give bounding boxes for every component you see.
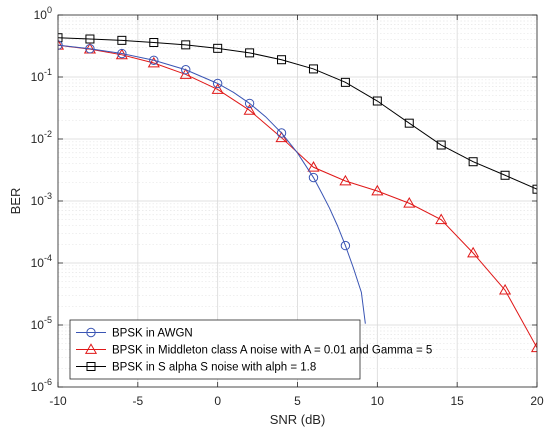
data-point [147, 56, 160, 68]
data-point [468, 157, 478, 167]
data-point [340, 240, 351, 251]
y-tick-exponent: -3 [44, 191, 52, 201]
y-tick-exponent: -2 [44, 129, 52, 139]
y-tick-label: 10-5 [31, 315, 52, 332]
data-point [117, 35, 127, 45]
data-point [212, 78, 223, 89]
data-point [244, 98, 255, 109]
data-point [371, 184, 384, 196]
data-point [435, 213, 448, 225]
data-point [339, 174, 352, 186]
data-point [308, 64, 318, 74]
data-point [58, 40, 63, 50]
data-point [58, 39, 65, 50]
x-tick-label: -5 [132, 394, 143, 408]
data-point [211, 83, 224, 94]
data-point [404, 118, 414, 128]
legend-marker [86, 362, 96, 371]
x-tick-label: 5 [294, 394, 301, 408]
data-point [340, 77, 350, 87]
x-tick-label: -10 [49, 394, 67, 408]
data-point [58, 33, 63, 43]
y-tick-exponent: -4 [44, 253, 52, 263]
data-point [149, 55, 159, 65]
legend-item: BPSK in Middleton class A noise with A =… [76, 343, 432, 357]
x-axis-label: SNR (dB) [270, 412, 326, 427]
x-tick-label: 0 [214, 394, 221, 408]
legend-label: BPSK in S alpha S noise with alph = 1.8 [112, 362, 316, 374]
data-point [181, 40, 191, 50]
y-tick-exponent: -6 [44, 377, 52, 387]
x-tick-label: 20 [530, 394, 544, 408]
y-tick-label: 10-1 [31, 67, 52, 84]
data-point [499, 283, 512, 295]
data-point [85, 44, 95, 54]
series-line [58, 44, 366, 324]
y-tick-base: 10 [34, 8, 48, 22]
y-tick-base: 10 [31, 256, 45, 270]
legend-item: BPSK in S alpha S noise with alph = 1.8 [76, 362, 316, 374]
y-tick-exponent: 0 [47, 5, 52, 15]
legend-item: BPSK in AWGN [76, 328, 193, 340]
data-point [117, 48, 127, 59]
legend-marker [84, 343, 98, 354]
data-point [181, 65, 191, 75]
y-tick-exponent: -1 [44, 67, 52, 77]
x-tick-label: 10 [371, 394, 385, 408]
data-point [530, 341, 537, 353]
data-point [372, 96, 382, 106]
y-tick-label: 10-2 [31, 129, 52, 146]
y-tick-label: 10-6 [31, 377, 52, 394]
legend-marker [86, 327, 96, 338]
data-point [149, 38, 159, 48]
y-tick-exponent: -5 [44, 315, 52, 325]
data-point [276, 128, 287, 138]
y-tick-label: 10-4 [31, 253, 52, 270]
data-point [467, 246, 480, 258]
y-axis-label: BER [8, 188, 23, 215]
data-point [436, 140, 446, 150]
series-2 [58, 33, 537, 194]
y-tick-label: 100 [34, 5, 52, 22]
data-point [532, 184, 537, 194]
data-point [403, 197, 416, 208]
series-0 [58, 40, 366, 324]
data-point [308, 172, 319, 183]
data-point [277, 55, 287, 65]
y-tick-base: 10 [31, 70, 45, 84]
y-tick-base: 10 [31, 318, 45, 332]
data-point [245, 48, 255, 58]
legend: BPSK in AWGN BPSK in Middleton class A no… [69, 319, 432, 380]
data-point [243, 104, 256, 115]
data-point [179, 68, 192, 79]
data-point [307, 161, 320, 172]
legend-label: BPSK in Middleton class A noise with A =… [112, 345, 432, 357]
series-line [58, 37, 537, 190]
series-layer [58, 33, 537, 353]
y-tick-base: 10 [31, 132, 45, 146]
data-point [500, 170, 510, 180]
legend-label: BPSK in AWGN [112, 328, 193, 340]
y-tick-base: 10 [31, 194, 45, 208]
x-tick-label: 15 [450, 394, 464, 408]
y-tick-base: 10 [31, 380, 45, 394]
legend-box [69, 319, 361, 380]
data-point [213, 43, 223, 53]
y-tick-label: 10-3 [31, 191, 52, 208]
